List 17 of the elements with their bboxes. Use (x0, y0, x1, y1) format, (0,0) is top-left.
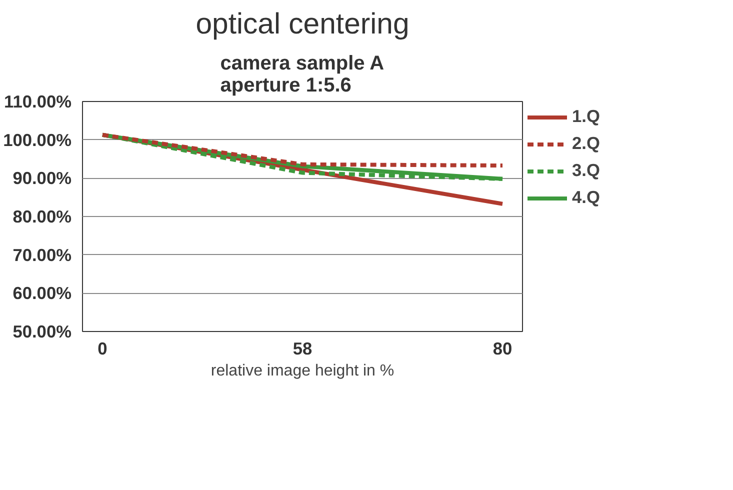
legend-label: 4.Q (572, 187, 600, 208)
y-tick-label: 90.00% (12, 168, 72, 188)
legend-label: 1.Q (572, 106, 600, 127)
chart-subtitle: camera sample A aperture 1:5.6 (220, 52, 384, 96)
y-tick-label: 70.00% (12, 244, 72, 265)
x-axis-title: relative image height in % (210, 362, 394, 380)
y-tick-label: 100.00% (3, 130, 72, 150)
chart-title: optical centering (196, 8, 410, 40)
y-tick-label: 60.00% (12, 283, 72, 304)
legend-label: 2.Q (572, 133, 600, 154)
x-tick-label: 0 (98, 338, 108, 358)
x-tick-label: 58 (292, 338, 312, 358)
x-tick-label: 80 (492, 338, 512, 358)
y-tick-label: 80.00% (12, 206, 72, 226)
legend-label: 3.Q (572, 160, 600, 181)
y-tick-label: 110.00% (4, 92, 72, 112)
y-tick-label: 50.00% (12, 322, 72, 342)
